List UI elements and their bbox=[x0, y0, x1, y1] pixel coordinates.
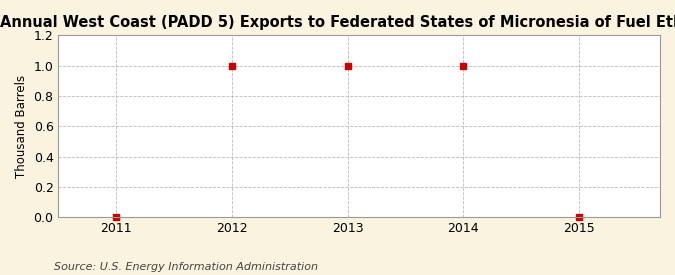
Text: Source: U.S. Energy Information Administration: Source: U.S. Energy Information Administ… bbox=[54, 262, 318, 272]
Title: Annual West Coast (PADD 5) Exports to Federated States of Micronesia of Fuel Eth: Annual West Coast (PADD 5) Exports to Fe… bbox=[0, 15, 675, 30]
Y-axis label: Thousand Barrels: Thousand Barrels bbox=[15, 75, 28, 178]
